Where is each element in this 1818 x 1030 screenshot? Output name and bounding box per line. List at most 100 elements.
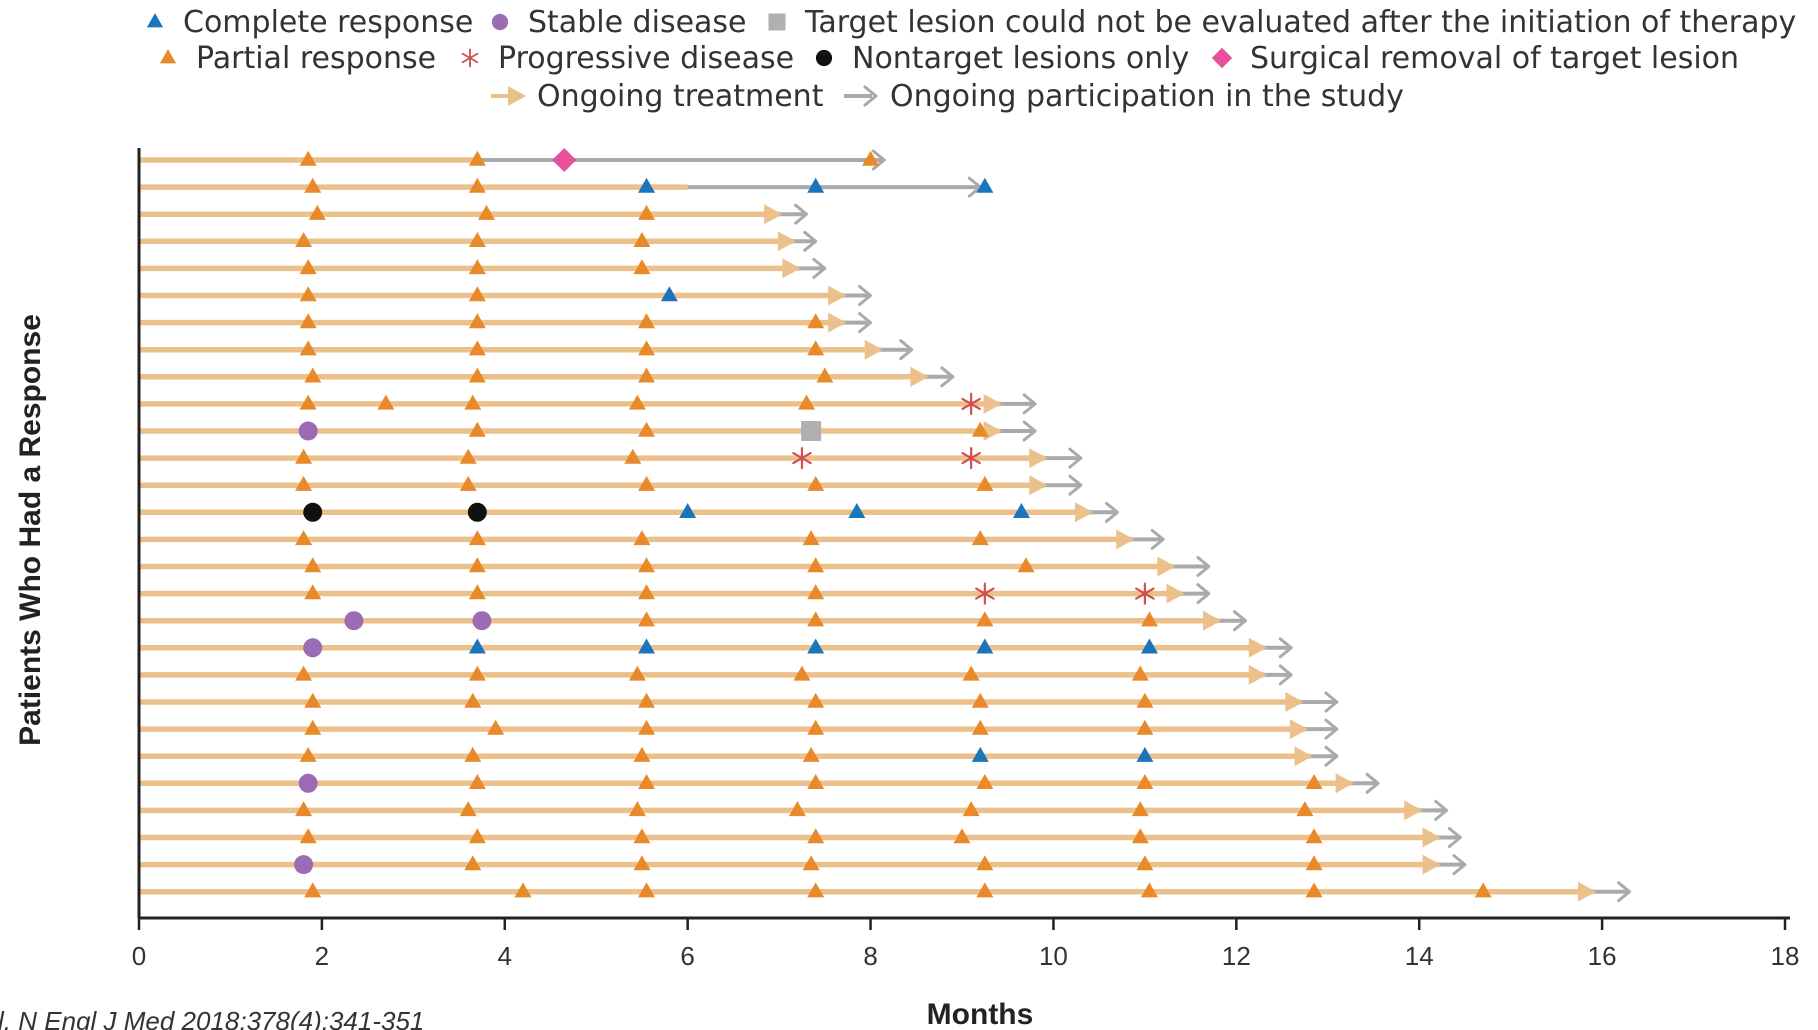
- event-marker-1: [299, 259, 317, 275]
- event-marker-5-stroke-2: [975, 587, 995, 600]
- legend-item-B: Nontarget lesions only: [815, 41, 1189, 76]
- legend-label-3: Partial response: [196, 41, 436, 76]
- treatment-arrow-head: [1075, 502, 1094, 523]
- legend-label-2: Target lesion could not be evaluated aft…: [804, 5, 1796, 40]
- event-marker-4: [807, 475, 825, 491]
- event-marker-1: [295, 448, 313, 464]
- event-marker-3: [633, 259, 651, 275]
- event-marker-4: [793, 665, 811, 681]
- participation-arrow-head: [1365, 772, 1380, 794]
- participation-arrow-head: [871, 149, 886, 171]
- treatment-arrow-head: [1029, 448, 1048, 469]
- legend-label-4: Progressive disease: [498, 41, 794, 76]
- legend-label-7: Ongoing treatment: [537, 79, 824, 114]
- event-marker-6-stroke-2: [961, 397, 981, 410]
- patient-lane-5: [139, 257, 827, 279]
- event-marker-4: [848, 503, 866, 518]
- event-marker-3: [638, 177, 656, 193]
- event-marker-3: [628, 665, 646, 681]
- event-marker-3: [638, 340, 656, 356]
- legend-item-S: Stable disease: [491, 5, 747, 40]
- legend-item-D: Progressive disease: [461, 41, 794, 76]
- event-marker-1: [304, 367, 322, 383]
- event-marker-3: [552, 148, 577, 172]
- event-marker-3: [638, 638, 656, 654]
- event-marker-3: [464, 394, 482, 410]
- patient-lane-8: [139, 339, 914, 361]
- event-marker-6: [1131, 828, 1149, 844]
- event-marker-4: [807, 828, 825, 844]
- patient-lane-16: [139, 556, 1211, 577]
- patient-lane-13: [139, 474, 1083, 496]
- event-marker-2: [468, 232, 486, 247]
- patient-lane-10: [139, 392, 1037, 415]
- axes: [137, 148, 1790, 920]
- event-marker-2: [464, 855, 482, 871]
- patient-lane-27: [139, 854, 1467, 876]
- patient-lane-24: [139, 772, 1380, 794]
- treatment-arrow-head: [1294, 746, 1313, 767]
- legend-marker-4: [461, 48, 479, 68]
- event-marker-7: [1305, 855, 1323, 871]
- x-tick-label-18: 18: [1771, 941, 1800, 971]
- x-ticks: 0 2 4 6 8 10 12 14 16 18: [132, 918, 1800, 971]
- legend-item-R: Surgical removal of target lesion: [1211, 41, 1739, 76]
- x-axis-title: Months: [927, 998, 1034, 1030]
- event-marker-3: [633, 855, 651, 871]
- participation-arrow-head: [803, 230, 818, 252]
- participation-arrow-head: [1232, 610, 1247, 632]
- legend-item-C: Complete response: [146, 5, 473, 40]
- legend-label-8: Ongoing participation in the study: [890, 79, 1404, 114]
- legend-marker-4-stroke-2: [461, 52, 479, 64]
- event-marker-6: [1140, 882, 1158, 898]
- event-marker-6: [1140, 611, 1158, 627]
- event-marker-2: [467, 502, 487, 522]
- treatment-arrow-head: [1422, 827, 1441, 848]
- treatment-arrow-head: [1577, 881, 1596, 902]
- treatment-arrow-head: [983, 421, 1002, 441]
- event-marker-4: [807, 774, 825, 789]
- event-marker-2: [468, 584, 486, 600]
- treatment-arrow-head: [1166, 583, 1185, 604]
- event-marker-4: [802, 746, 820, 762]
- patient-lane-19: [139, 637, 1293, 659]
- event-marker-1: [303, 638, 323, 658]
- treatment-arrow-head: [1029, 475, 1048, 496]
- event-marker-7: [1305, 774, 1323, 789]
- participation-arrow-head: [1150, 528, 1165, 550]
- event-marker-3: [633, 232, 651, 247]
- participation-arrow-head: [858, 312, 873, 334]
- event-marker-2: [468, 313, 486, 329]
- treatment-arrow-head: [1335, 773, 1354, 794]
- participation-arrow-head: [899, 339, 914, 361]
- event-marker-5: [976, 177, 994, 193]
- event-marker-3: [638, 774, 656, 789]
- event-marker-1: [299, 394, 317, 410]
- event-marker-1: [299, 286, 317, 302]
- legend-item-T: Ongoing treatment: [491, 79, 824, 114]
- event-marker-1: [304, 177, 322, 193]
- event-marker-2: [487, 719, 505, 735]
- event-marker-6: [961, 392, 981, 415]
- event-marker-4: [862, 150, 880, 166]
- event-marker-5: [976, 611, 994, 627]
- participation-arrow-head: [1324, 691, 1339, 713]
- patient-lane-22: [139, 718, 1339, 740]
- treatment-arrow-head: [828, 285, 847, 306]
- treatment-arrow-head: [1422, 854, 1441, 875]
- event-marker-1: [304, 557, 322, 573]
- event-marker-1: [304, 882, 322, 898]
- participation-arrow-head: [1068, 447, 1083, 469]
- event-marker-2: [468, 665, 486, 681]
- treatment-arrow-head: [910, 366, 929, 387]
- participation-arrow-head: [1196, 583, 1211, 605]
- x-tick-label-8: 8: [863, 941, 877, 971]
- event-marker-2: [468, 557, 486, 573]
- legend-arrow-head-7: [508, 86, 526, 106]
- event-marker-3: [628, 801, 646, 817]
- event-marker-1: [344, 611, 364, 631]
- x-tick-label-10: 10: [1039, 941, 1068, 971]
- event-marker-4-stroke-2: [792, 452, 812, 465]
- event-marker-1: [299, 746, 317, 762]
- event-marker-5: [1012, 503, 1030, 518]
